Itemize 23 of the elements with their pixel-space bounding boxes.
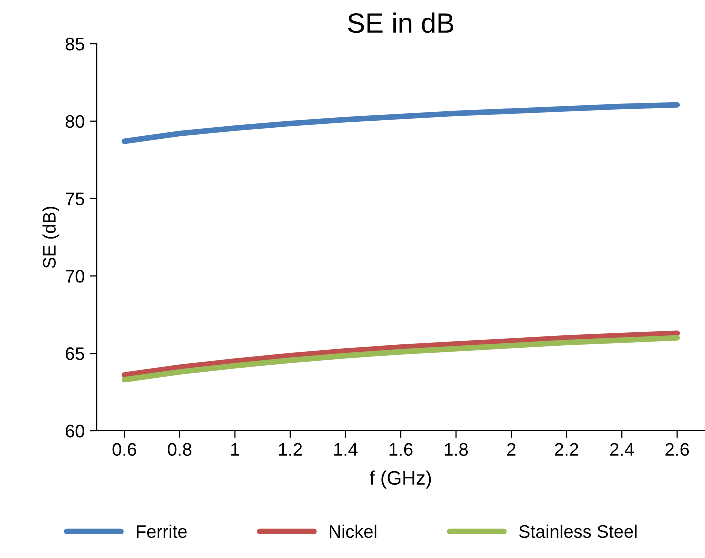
x-tick-label: 2.4 — [610, 443, 634, 456]
x-tick-label: 1 — [232, 443, 240, 456]
x-tick-label: 0.6 — [112, 443, 136, 456]
y-tick-label: 80 — [66, 115, 84, 128]
legend-label: Stainless Steel — [519, 524, 637, 538]
legend-label: Ferrite — [137, 524, 187, 538]
x-tick-label: 1.4 — [334, 443, 358, 456]
x-tick-label: 2 — [507, 443, 516, 456]
y-tick-label: 70 — [66, 270, 84, 283]
x-tick-label: 1.2 — [279, 443, 302, 456]
y-tick-label: 85 — [66, 38, 84, 51]
y-axis-title: SE (dB) — [42, 207, 60, 268]
y-tick-label: 65 — [66, 348, 84, 360]
legend-label: Nickel — [330, 524, 377, 538]
x-tick-label: 1.6 — [390, 443, 413, 456]
x-tick-label: 2.6 — [666, 443, 690, 456]
x-axis-title: f (GHz) — [370, 470, 432, 489]
x-tick-label: 2.2 — [555, 443, 578, 456]
y-tick-label: 60 — [66, 424, 84, 438]
chart-title: SE in dB — [348, 12, 454, 34]
y-tick-label: 75 — [66, 192, 84, 206]
x-tick-label: 0.8 — [168, 443, 192, 456]
x-tick-label: 1.8 — [445, 443, 468, 456]
